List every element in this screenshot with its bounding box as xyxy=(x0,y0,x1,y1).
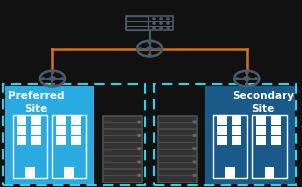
Polygon shape xyxy=(138,48,141,50)
FancyBboxPatch shape xyxy=(256,116,266,125)
FancyBboxPatch shape xyxy=(71,116,81,125)
Polygon shape xyxy=(148,42,151,43)
FancyBboxPatch shape xyxy=(217,116,226,125)
FancyBboxPatch shape xyxy=(217,126,226,135)
Circle shape xyxy=(167,27,169,29)
FancyBboxPatch shape xyxy=(13,115,47,178)
Circle shape xyxy=(138,161,141,163)
FancyBboxPatch shape xyxy=(71,136,81,145)
Circle shape xyxy=(138,174,141,176)
FancyBboxPatch shape xyxy=(252,115,287,178)
FancyBboxPatch shape xyxy=(31,136,41,145)
FancyBboxPatch shape xyxy=(52,115,86,178)
Circle shape xyxy=(193,174,196,176)
FancyBboxPatch shape xyxy=(56,136,66,145)
Circle shape xyxy=(153,23,155,24)
FancyBboxPatch shape xyxy=(25,167,34,178)
FancyBboxPatch shape xyxy=(56,116,66,125)
FancyBboxPatch shape xyxy=(5,86,94,184)
FancyBboxPatch shape xyxy=(158,116,196,128)
Circle shape xyxy=(167,23,169,24)
Circle shape xyxy=(193,121,196,123)
FancyBboxPatch shape xyxy=(103,116,141,128)
Circle shape xyxy=(160,27,162,29)
FancyBboxPatch shape xyxy=(103,169,141,182)
FancyBboxPatch shape xyxy=(31,116,41,125)
Circle shape xyxy=(244,77,249,80)
FancyBboxPatch shape xyxy=(17,116,26,125)
FancyBboxPatch shape xyxy=(213,115,247,178)
FancyBboxPatch shape xyxy=(205,86,295,184)
Polygon shape xyxy=(236,78,238,79)
Circle shape xyxy=(160,23,162,24)
Polygon shape xyxy=(246,71,248,73)
FancyBboxPatch shape xyxy=(271,126,281,135)
FancyBboxPatch shape xyxy=(31,126,41,135)
FancyBboxPatch shape xyxy=(256,126,266,135)
FancyBboxPatch shape xyxy=(158,156,196,168)
FancyBboxPatch shape xyxy=(102,115,142,182)
Polygon shape xyxy=(51,71,54,73)
FancyBboxPatch shape xyxy=(217,136,226,145)
Polygon shape xyxy=(51,84,54,86)
FancyBboxPatch shape xyxy=(232,136,241,145)
FancyBboxPatch shape xyxy=(158,142,196,155)
FancyBboxPatch shape xyxy=(265,167,274,178)
FancyBboxPatch shape xyxy=(56,126,66,135)
Circle shape xyxy=(193,134,196,136)
Circle shape xyxy=(193,148,196,150)
FancyBboxPatch shape xyxy=(232,126,241,135)
FancyBboxPatch shape xyxy=(256,136,266,145)
FancyBboxPatch shape xyxy=(103,129,141,142)
Text: Secondary
Site: Secondary Site xyxy=(232,91,294,114)
Polygon shape xyxy=(246,84,248,86)
Circle shape xyxy=(138,121,141,123)
Polygon shape xyxy=(255,78,258,79)
Circle shape xyxy=(147,47,153,50)
Polygon shape xyxy=(61,78,64,79)
FancyBboxPatch shape xyxy=(271,136,281,145)
FancyBboxPatch shape xyxy=(158,169,196,182)
Circle shape xyxy=(153,27,155,29)
FancyBboxPatch shape xyxy=(157,115,198,182)
FancyBboxPatch shape xyxy=(103,156,141,168)
FancyBboxPatch shape xyxy=(158,129,196,142)
FancyBboxPatch shape xyxy=(17,136,26,145)
Polygon shape xyxy=(158,48,161,50)
Circle shape xyxy=(50,77,55,80)
Circle shape xyxy=(160,18,162,19)
Circle shape xyxy=(138,148,141,150)
Circle shape xyxy=(138,134,141,136)
Circle shape xyxy=(193,161,196,163)
Text: Preferred
Site: Preferred Site xyxy=(8,91,64,114)
Circle shape xyxy=(153,18,155,19)
FancyBboxPatch shape xyxy=(232,116,241,125)
FancyBboxPatch shape xyxy=(17,126,26,135)
FancyBboxPatch shape xyxy=(71,126,81,135)
FancyBboxPatch shape xyxy=(64,167,74,178)
Polygon shape xyxy=(41,78,44,79)
Polygon shape xyxy=(148,54,151,56)
FancyBboxPatch shape xyxy=(271,116,281,125)
FancyBboxPatch shape xyxy=(103,142,141,155)
Circle shape xyxy=(167,18,169,19)
FancyBboxPatch shape xyxy=(225,167,235,178)
